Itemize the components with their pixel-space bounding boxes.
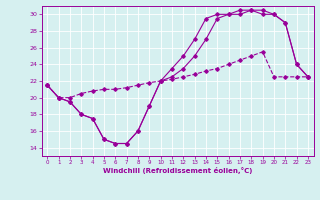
X-axis label: Windchill (Refroidissement éolien,°C): Windchill (Refroidissement éolien,°C) <box>103 167 252 174</box>
